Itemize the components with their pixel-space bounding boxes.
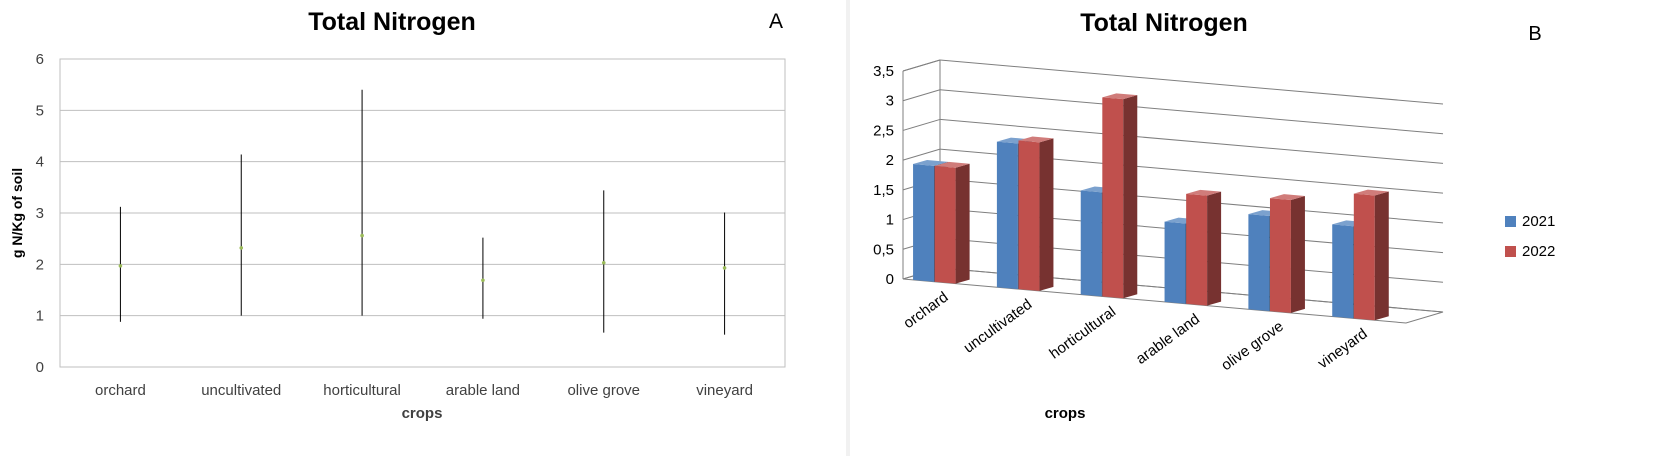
chart-a-title: Total Nitrogen: [308, 8, 476, 36]
chart-b-bar-top: [934, 161, 970, 168]
chart-panel-a: Total Nitrogen A 0 1 2 3 4 5 6 orchard uncultivate…: [9, 8, 786, 422]
chart-b-bar-2022: [1102, 97, 1124, 299]
chart-b-bar-side: [955, 163, 970, 284]
chart-b-bar-side: [1123, 95, 1138, 299]
chart-a-data-point: [239, 246, 244, 250]
chart-b-y-tick-label: 1: [886, 212, 894, 229]
chart-a-y-tick-label: 5: [36, 102, 44, 119]
chart-a-data-point: [118, 264, 123, 268]
chart-b-bar-2021: [1164, 221, 1186, 304]
chart-a-x-tick-label: horticultural: [323, 382, 401, 399]
chart-b-side-gridline: [902, 118, 941, 131]
chart-b-side-gridline: [902, 89, 941, 102]
chart-b-title: Total Nitrogen: [1080, 9, 1248, 37]
chart-b-bar-side: [1374, 191, 1389, 321]
chart-b-y-tick-label: 0: [886, 271, 894, 288]
chart-b-x-tick-label: olive grove: [1218, 318, 1287, 374]
chart-panel-b: Total Nitrogen B 0 0,5 1 1,5 2 2,5 3 3,5 orchard un…: [852, 0, 1671, 456]
chart-a-y-tick-label: 3: [36, 205, 44, 222]
chart-b-bar-2022: [1269, 198, 1291, 313]
chart-b-bar-2021: [1248, 214, 1270, 312]
chart-a-y-tick-label: 4: [36, 154, 44, 171]
chart-b-y-tick-label: 2,5: [873, 122, 894, 139]
chart-b-bar-2021: [913, 163, 935, 282]
chart-a-data-point: [360, 233, 364, 238]
chart-a-x-tick-label: uncultivated: [201, 382, 281, 399]
chart-b-bar-top: [1018, 136, 1054, 143]
chart-b-bar-2022: [934, 165, 956, 284]
chart-b-side-gridline: [902, 148, 941, 161]
chart-b-bar-top: [1186, 189, 1222, 196]
chart-b-bar-2022: [1018, 140, 1040, 291]
chart-a-y-tick-label: 0: [36, 359, 44, 376]
chart-b-bar-top: [1102, 93, 1138, 100]
chart-a-y-axis-label: g N/Kg of soil: [9, 168, 25, 258]
chart-a-x-axis-label: crops: [402, 405, 443, 422]
chart-b-y-tick-label: 0,5: [873, 241, 894, 258]
chart-b-bar-2021: [1080, 190, 1102, 297]
chart-b-legend-label: 2021: [1522, 213, 1555, 230]
chart-b-side-gridline: [902, 59, 941, 72]
chart-b-bar-side: [1207, 191, 1222, 306]
chart-a-y-tick-label: 2: [36, 256, 44, 273]
chart-b-x-axis-label: crops: [1045, 405, 1086, 422]
chart-b-legend-swatch: [1505, 216, 1516, 227]
chart-b-bar-side: [1290, 196, 1305, 313]
chart-b-bar-top: [913, 159, 949, 166]
chart-b-legend-swatch: [1505, 246, 1516, 257]
chart-a-y-tick-label: 1: [36, 308, 44, 325]
chart-b-x-tick-label: uncultivated: [961, 296, 1036, 357]
chart-a-panel-label: A: [769, 10, 783, 33]
chart-a-x-tick-label: arable land: [446, 382, 520, 399]
chart-a-data-point: [601, 260, 606, 265]
chart-b-bar-top: [1269, 194, 1305, 201]
chart-a-x-tick-label: vineyard: [696, 382, 753, 399]
chart-b-x-tick-label: orchard: [900, 289, 951, 333]
chart-a-svg: Total Nitrogen A 0 1 2 3 4 5 6 orchard uncultivate…: [9, 8, 786, 422]
chart-b-bar-top: [1353, 189, 1389, 196]
chart-b-y-tick-label: 3: [886, 93, 894, 110]
chart-a-y-tick-label: 6: [36, 51, 44, 68]
chart-b-x-tick-label: vineyard: [1315, 325, 1371, 372]
chart-b-bar-side: [1039, 138, 1054, 291]
chart-b-bar-2021: [996, 141, 1018, 290]
chart-b-bar-2022: [1353, 193, 1375, 321]
chart-b-bar-2022: [1186, 193, 1208, 306]
chart-b-x-tick-label: arable land: [1133, 311, 1203, 368]
chart-b-y-tick-label: 2: [886, 152, 894, 169]
chart-b-gridline: [939, 118, 1444, 164]
chart-b-bar-2021: [1332, 224, 1354, 319]
chart-b-gridline: [939, 89, 1444, 135]
chart-a-x-tick-label: orchard: [95, 382, 146, 399]
panel-divider: [846, 0, 850, 456]
chart-b-y-tick-label: 3,5: [873, 63, 894, 80]
chart-b-gridline: [939, 59, 1444, 105]
chart-a-x-tick-label: olive grove: [567, 382, 640, 399]
chart-b-panel-label: B: [1528, 23, 1541, 45]
chart-a-data-point: [481, 278, 485, 283]
chart-b-x-tick-label: horticultural: [1046, 303, 1119, 362]
chart-b-legend-label: 2022: [1522, 243, 1555, 260]
chart-b-svg: Total Nitrogen B 0 0,5 1 1,5 2 2,5 3 3,5 orchard un…: [873, 9, 1555, 422]
chart-b-y-tick-label: 1,5: [873, 182, 894, 199]
chart-a-data-point: [722, 266, 727, 270]
chart-b-bar-top: [996, 137, 1032, 144]
